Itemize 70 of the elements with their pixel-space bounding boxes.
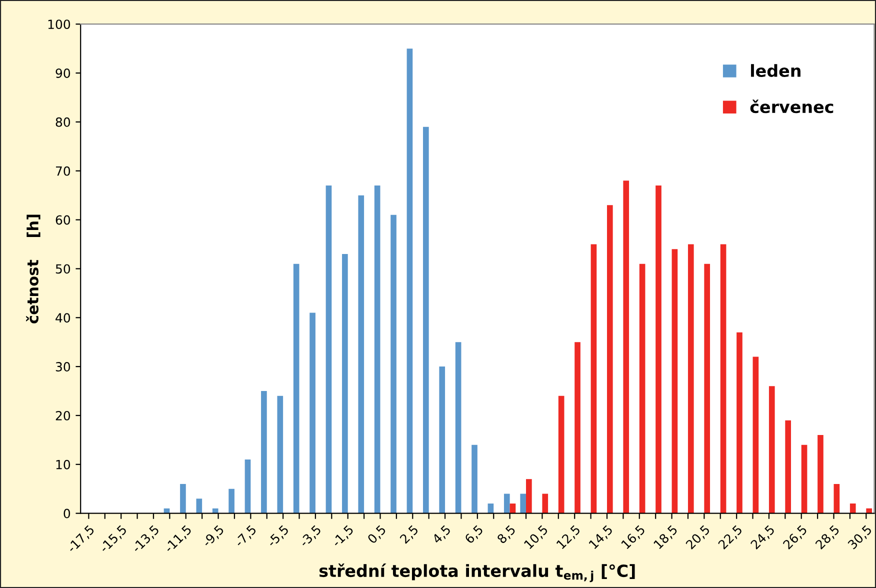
bar: [526, 479, 532, 514]
x-tick-label: -9,5: [202, 524, 226, 548]
bar: [672, 249, 678, 514]
bar: [293, 264, 300, 514]
bar: [439, 366, 446, 514]
bar: [358, 195, 364, 514]
bar: [574, 342, 580, 514]
bar: [736, 332, 742, 514]
y-tick-label: 90: [56, 68, 70, 78]
bar: [212, 508, 218, 514]
x-tick-label: 6,5: [464, 524, 484, 545]
bar: [472, 444, 478, 514]
y-tick-label: 60: [56, 215, 70, 225]
bar: [768, 386, 775, 514]
bar: [374, 186, 380, 514]
x-axis-title: střední teplota intervalu t$_{em,j}$ [°C]: [319, 563, 635, 582]
y-tick-label: 20: [56, 410, 70, 420]
bar: [720, 244, 726, 514]
y-tick-label: 30: [56, 362, 70, 372]
bar: [510, 504, 516, 514]
bar: [423, 126, 429, 514]
legend-label: leden: [751, 64, 800, 78]
bar: [228, 488, 234, 514]
bar: [558, 396, 564, 514]
bar: [688, 244, 694, 514]
bar: [406, 48, 413, 514]
bar: [704, 264, 710, 514]
bar: [752, 356, 759, 514]
x-tick-label: 2,5: [399, 524, 420, 545]
y-tick-label: 10: [56, 460, 70, 470]
bar: [310, 312, 316, 514]
legend-label: červenec: [750, 100, 834, 114]
bar: [866, 508, 872, 514]
x-tick-label: 4,5: [432, 524, 452, 546]
bar: [801, 444, 808, 514]
bar: [244, 460, 251, 514]
y-tick-label: 80: [56, 117, 70, 127]
x-tick-label: 0,5: [366, 524, 388, 545]
x-tick-label: -3,5: [298, 524, 322, 548]
bar: [623, 180, 630, 514]
bar: [326, 186, 332, 514]
bar: [520, 494, 526, 514]
y-tick-label: 0: [64, 508, 70, 518]
bar: [785, 420, 791, 514]
bar: [818, 435, 824, 514]
y-tick-label: 50: [56, 264, 70, 274]
bar: [656, 186, 662, 514]
bar: [590, 244, 597, 514]
y-tick-label: 100: [48, 20, 70, 30]
bar: [504, 494, 510, 514]
bar: [606, 205, 613, 514]
x-tick-label: -5,5: [266, 524, 290, 548]
y-axis-title: četnost [h]: [26, 214, 40, 324]
bar: [488, 504, 494, 514]
bar: [834, 484, 840, 514]
bar: [342, 254, 348, 514]
bar: [542, 494, 548, 514]
x-tick-label: 8,5: [496, 524, 517, 545]
bar: [850, 504, 856, 514]
x-tick-label: -1,5: [331, 524, 355, 548]
bar: [455, 342, 462, 514]
bar: [277, 396, 284, 514]
x-tick-label: -7,5: [234, 524, 258, 548]
y-tick-label: 70: [56, 166, 70, 176]
bar: [180, 484, 186, 514]
bar: [639, 264, 646, 514]
bar: [390, 214, 396, 514]
bar: [261, 391, 267, 514]
y-tick-label: 40: [56, 313, 70, 323]
bar: [196, 498, 202, 514]
